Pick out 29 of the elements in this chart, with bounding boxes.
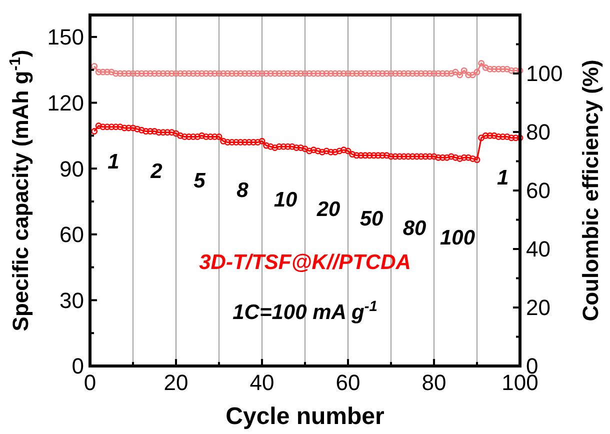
x-axis-title: Cycle number [226,403,384,430]
annotation: 20 [316,198,340,221]
y-tick-label: 30 [60,288,84,313]
annotation: 10 [274,188,298,212]
y-tick-label: 120 [47,90,84,116]
annotation: 2 [150,160,163,183]
x-tick-label: 80 [422,370,446,395]
annotation: 1C=100 mA g$^{-1}$ [232,299,378,324]
y-tick-label: 150 [47,24,84,50]
annotation: 50 [360,207,384,230]
annotation: 5 [194,169,206,192]
annotation: 1 [108,150,120,174]
x-tick-label: 60 [336,370,360,395]
x-tick-label: 40 [250,370,274,395]
y-tick-label: 60 [60,222,84,248]
y2-tick-label: 60 [526,178,550,204]
y2-tick-label: 80 [526,120,550,145]
x-tick-label: 20 [164,370,188,395]
y2-tick-label: 40 [526,236,550,262]
y2-tick-label: 100 [526,61,563,86]
annotation: 1 [496,166,509,190]
y2-tick-label: 20 [526,295,550,320]
annotation: 80 [402,216,426,240]
y2-axis-title: Coulombic efficiency (%) [578,60,603,322]
y-tick-label: 0 [72,354,84,379]
annotation: 3D-T/TSF@K//PTCDA [199,251,411,274]
annotation: 8 [236,178,249,202]
annotation: 100 [440,226,476,250]
y-tick-label: 90 [60,156,84,182]
